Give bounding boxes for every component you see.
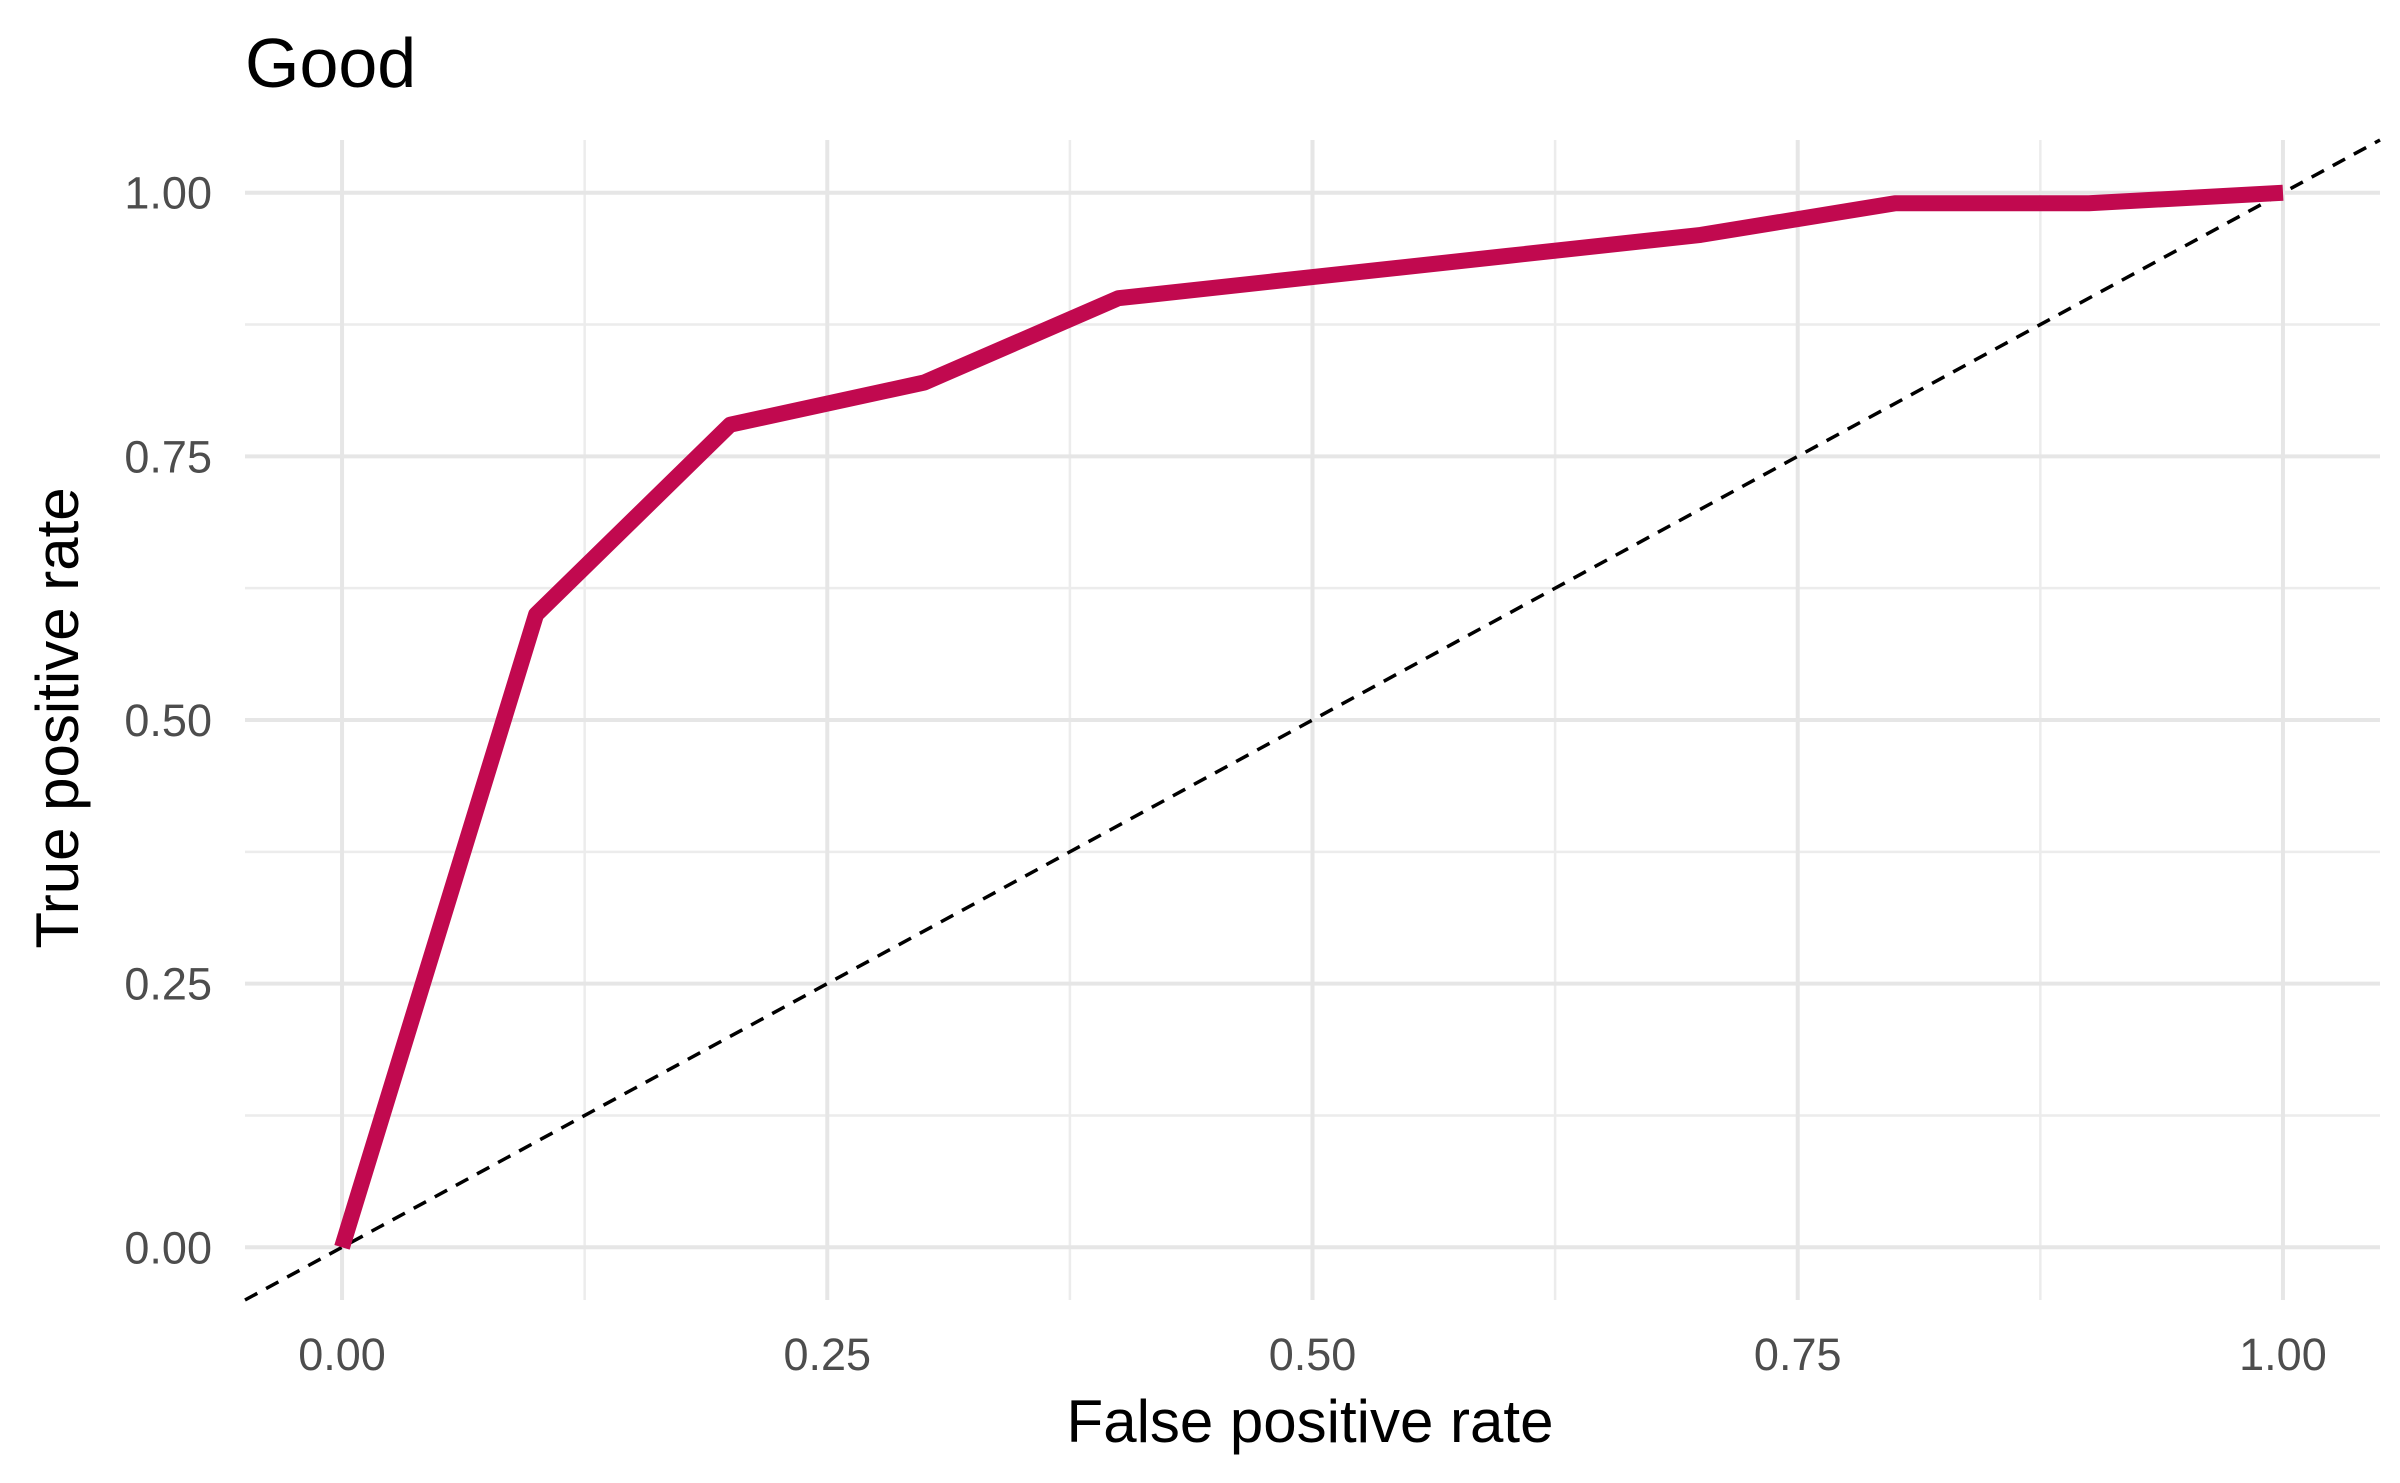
x-tick-label: 0.50 xyxy=(1269,1329,1357,1380)
y-tick-label: 0.00 xyxy=(124,1222,212,1273)
y-tick-label: 0.25 xyxy=(124,959,212,1010)
x-tick-label: 1.00 xyxy=(2239,1329,2327,1380)
roc-curve-line xyxy=(334,184,2284,1250)
y-tick-label: 1.00 xyxy=(124,168,212,219)
y-axis-title: True positive rate xyxy=(24,487,91,948)
grid xyxy=(245,140,2380,1300)
diagonal-reference-line xyxy=(244,138,2381,1302)
x-tick-label: 0.00 xyxy=(298,1329,386,1380)
plot-area xyxy=(244,138,2381,1302)
x-axis-title: False positive rate xyxy=(1067,1388,1554,1455)
x-tick-label: 0.25 xyxy=(783,1329,871,1380)
x-tick-label: 0.75 xyxy=(1754,1329,1842,1380)
chart-title: Good xyxy=(245,24,416,102)
y-tick-label: 0.75 xyxy=(124,431,212,482)
y-tick-label: 0.50 xyxy=(124,695,212,746)
y-axis-ticks: 0.00 0.25 0.50 0.75 1.00 xyxy=(124,168,212,1274)
x-axis-ticks: 0.00 0.25 0.50 0.75 1.00 xyxy=(298,1329,2327,1380)
